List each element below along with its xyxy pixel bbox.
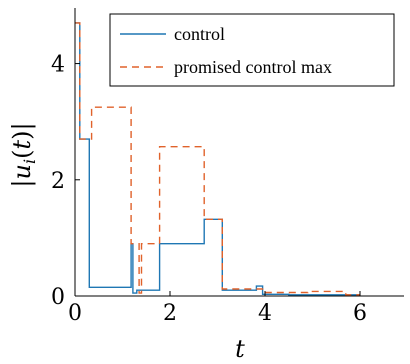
x-tick-label-6: 6 <box>353 301 367 326</box>
series-layer <box>75 22 360 296</box>
x-tick-label-0: 0 <box>68 301 82 326</box>
tick-layer: 0 2 4 6 0 2 4 <box>51 53 367 326</box>
series-line-promised-control-max <box>75 22 360 296</box>
x-tick-label-2: 2 <box>163 301 177 326</box>
legend-label-control: control <box>174 24 225 44</box>
legend-box <box>109 13 395 87</box>
legend-label-promised-control-max: promised control max <box>174 57 332 77</box>
x-axis-label: t <box>235 335 245 363</box>
y-tick-label-4: 4 <box>51 53 65 78</box>
y-axis-label: |ui(t)| <box>8 122 39 187</box>
x-tick-label-4: 4 <box>258 301 272 326</box>
y-tick-label-0: 0 <box>51 285 65 310</box>
legend: control promised control max <box>109 13 395 87</box>
y-tick-label-2: 2 <box>51 169 65 194</box>
series-line-control <box>75 22 360 296</box>
